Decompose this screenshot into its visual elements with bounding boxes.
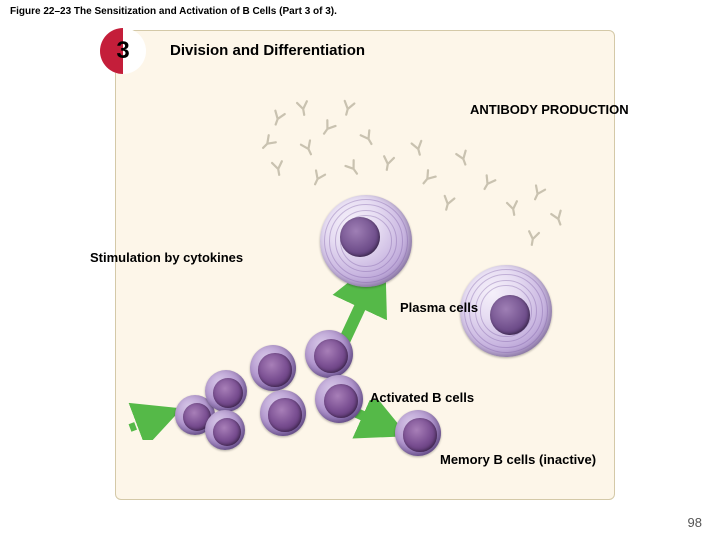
step-number: 3 [116, 37, 129, 65]
antibody-icon [294, 99, 313, 118]
plasma-cell [320, 195, 412, 287]
b-cell [305, 330, 353, 378]
page-number: 98 [688, 515, 702, 530]
b-cell [260, 390, 306, 436]
b-cell [205, 370, 247, 412]
label-activated-b: Activated B cells [370, 390, 474, 406]
step-badge: 3 [100, 28, 146, 74]
label-antibody-production: ANTIBODY PRODUCTION [470, 102, 629, 118]
figure-caption: Figure 22–23 The Sensitization and Activ… [10, 6, 337, 17]
antibody-icon [379, 154, 398, 173]
b-cell [315, 375, 363, 423]
label-memory-b: Memory B cells (inactive) [440, 452, 596, 468]
label-stimulation: Stimulation by cytokines [90, 250, 243, 266]
b-cell [250, 345, 296, 391]
label-plasma-cells: Plasma cells [400, 300, 478, 316]
b-cell [205, 410, 245, 450]
panel-title: Division and Differentiation [170, 42, 365, 59]
antibody-icon [524, 229, 543, 248]
antibody-icon [504, 199, 523, 218]
antibody-icon [269, 159, 288, 178]
b-cell [395, 410, 441, 456]
